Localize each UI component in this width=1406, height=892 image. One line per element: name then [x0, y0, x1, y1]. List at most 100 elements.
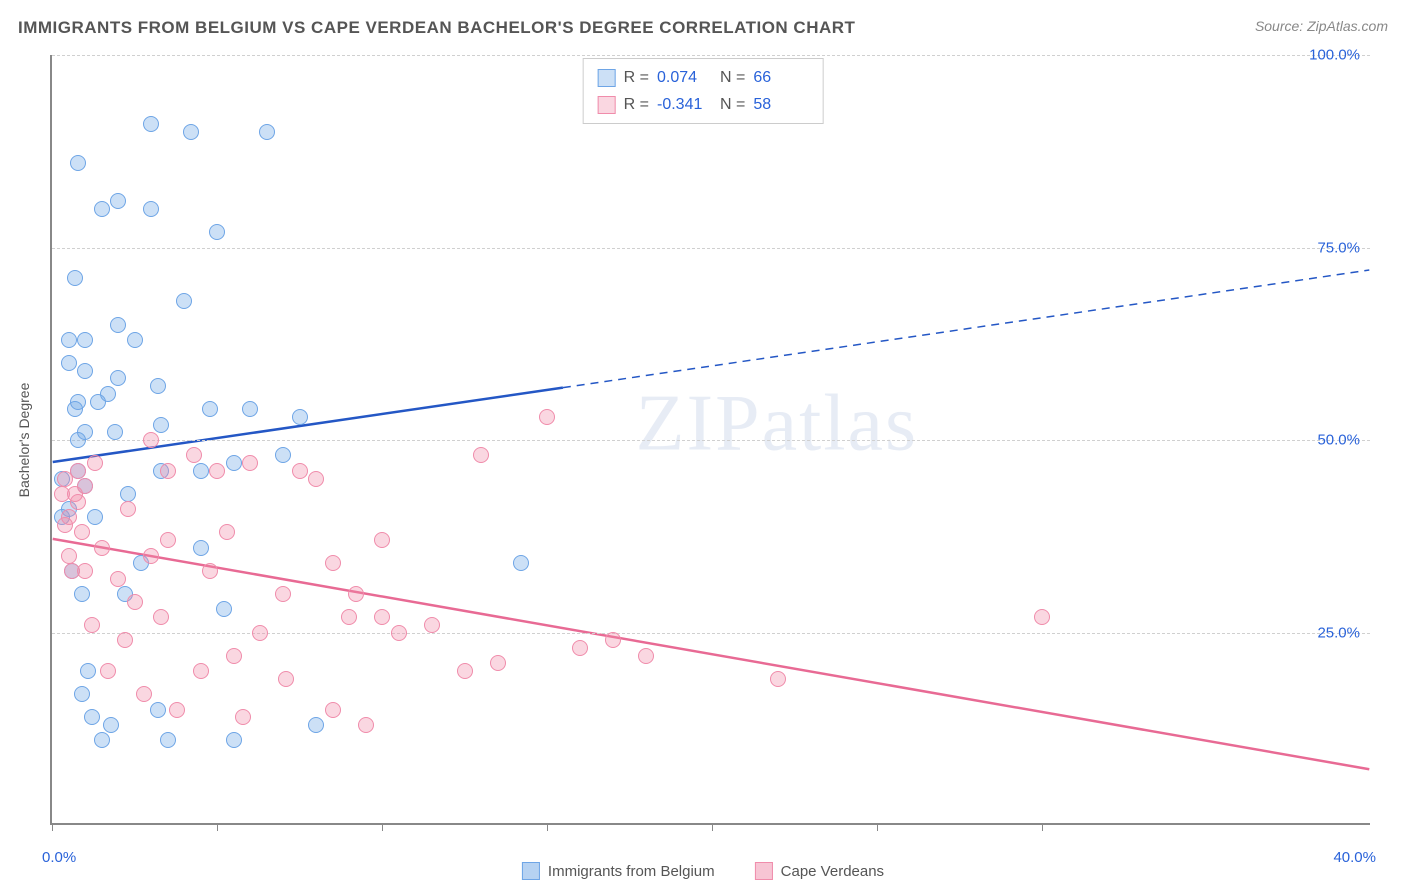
gridline-h	[52, 248, 1370, 249]
scatter-point	[77, 363, 93, 379]
n-label-1: N =	[720, 91, 745, 118]
x-min-label: 0.0%	[42, 849, 76, 866]
scatter-point	[87, 509, 103, 525]
r-label-0: R =	[624, 64, 649, 91]
scatter-point	[176, 293, 192, 309]
watermark-zip: ZIP	[636, 379, 762, 467]
gridline-h	[52, 633, 1370, 634]
scatter-point	[61, 332, 77, 348]
scatter-point	[169, 702, 185, 718]
scatter-point	[242, 401, 258, 417]
scatter-point	[70, 494, 86, 510]
scatter-point	[77, 478, 93, 494]
scatter-point	[120, 486, 136, 502]
y-tick-label: 100.0%	[1309, 47, 1360, 64]
scatter-point	[136, 686, 152, 702]
r-label-1: R =	[624, 91, 649, 118]
scatter-point	[242, 455, 258, 471]
scatter-point	[110, 317, 126, 333]
source-label: Source: ZipAtlas.com	[1255, 18, 1388, 34]
stats-row-series-1: R = -0.341 N = 58	[598, 91, 809, 118]
scatter-point	[490, 655, 506, 671]
r-value-1: -0.341	[657, 91, 712, 118]
scatter-point	[143, 432, 159, 448]
scatter-point	[143, 548, 159, 564]
scatter-point	[275, 586, 291, 602]
gridline-h	[52, 55, 1370, 56]
scatter-point	[391, 625, 407, 641]
x-tick	[382, 823, 383, 831]
scatter-point	[193, 663, 209, 679]
scatter-point	[80, 663, 96, 679]
scatter-point	[275, 447, 291, 463]
scatter-point	[103, 717, 119, 733]
scatter-point	[77, 332, 93, 348]
trend-line-solid	[53, 539, 1370, 769]
scatter-point	[457, 663, 473, 679]
scatter-point	[74, 686, 90, 702]
scatter-point	[539, 409, 555, 425]
scatter-point	[770, 671, 786, 687]
scatter-point	[110, 571, 126, 587]
scatter-point	[348, 586, 364, 602]
scatter-point	[84, 709, 100, 725]
y-tick-label: 50.0%	[1317, 432, 1360, 449]
scatter-point	[70, 463, 86, 479]
scatter-point	[292, 409, 308, 425]
chart-title: IMMIGRANTS FROM BELGIUM VS CAPE VERDEAN …	[18, 18, 855, 37]
scatter-point	[209, 224, 225, 240]
scatter-point	[77, 424, 93, 440]
scatter-point	[94, 540, 110, 556]
x-max-label: 40.0%	[1333, 849, 1376, 866]
scatter-point	[127, 332, 143, 348]
scatter-point	[374, 532, 390, 548]
scatter-point	[153, 417, 169, 433]
legend-item-0: Immigrants from Belgium	[522, 862, 715, 880]
scatter-point	[513, 555, 529, 571]
y-axis-title: Bachelor's Degree	[16, 383, 32, 498]
scatter-point	[259, 124, 275, 140]
scatter-point	[74, 524, 90, 540]
scatter-point	[127, 594, 143, 610]
scatter-point	[193, 463, 209, 479]
scatter-point	[226, 648, 242, 664]
x-tick	[217, 823, 218, 831]
scatter-point	[94, 732, 110, 748]
swatch-series-1	[598, 96, 616, 114]
scatter-point	[209, 463, 225, 479]
scatter-point	[325, 702, 341, 718]
scatter-point	[341, 609, 357, 625]
scatter-point	[74, 586, 90, 602]
legend-swatch-0	[522, 862, 540, 880]
scatter-point	[110, 193, 126, 209]
scatter-point	[308, 471, 324, 487]
scatter-point	[202, 563, 218, 579]
correlation-stats-box: R = 0.074 N = 66 R = -0.341 N = 58	[583, 58, 824, 124]
scatter-point	[100, 663, 116, 679]
y-tick-label: 75.0%	[1317, 239, 1360, 256]
gridline-h	[52, 440, 1370, 441]
scatter-point	[292, 463, 308, 479]
trend-lines-layer	[52, 55, 1370, 823]
scatter-point	[424, 617, 440, 633]
scatter-point	[100, 386, 116, 402]
title-bar: IMMIGRANTS FROM BELGIUM VS CAPE VERDEAN …	[18, 18, 1388, 48]
scatter-point	[252, 625, 268, 641]
n-label-0: N =	[720, 64, 745, 91]
scatter-point	[202, 401, 218, 417]
scatter-point	[473, 447, 489, 463]
legend-swatch-1	[755, 862, 773, 880]
scatter-point	[61, 509, 77, 525]
stats-row-series-0: R = 0.074 N = 66	[598, 64, 809, 91]
scatter-point	[107, 424, 123, 440]
scatter-point	[87, 455, 103, 471]
scatter-point	[216, 601, 232, 617]
legend-item-1: Cape Verdeans	[755, 862, 884, 880]
scatter-point	[61, 548, 77, 564]
scatter-point	[160, 463, 176, 479]
scatter-point	[235, 709, 251, 725]
scatter-point	[153, 609, 169, 625]
n-value-1: 58	[753, 91, 808, 118]
x-tick	[1042, 823, 1043, 831]
scatter-point	[572, 640, 588, 656]
